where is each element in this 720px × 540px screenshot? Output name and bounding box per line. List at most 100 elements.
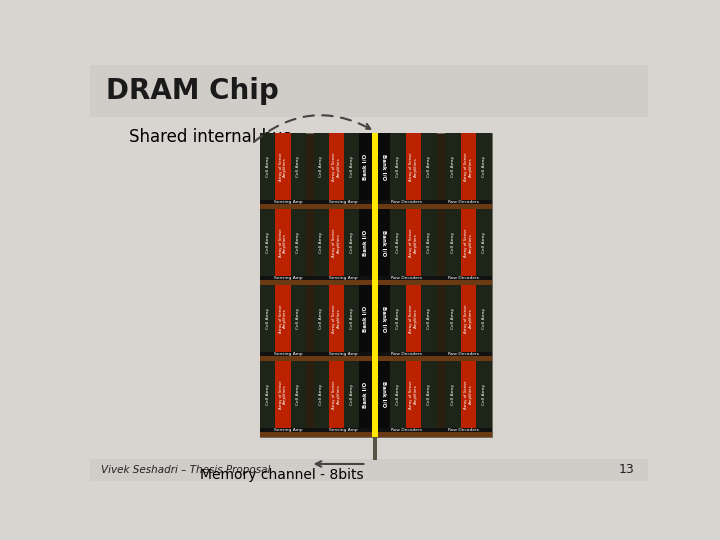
Bar [260,210,306,276]
Text: Row Decoders: Row Decoders [448,428,479,432]
Bar [260,133,306,200]
Text: Array of Sense
Amplifiers: Array of Sense Amplifiers [279,152,287,181]
Text: Row Decoders: Row Decoders [391,352,422,356]
Bar [314,285,329,352]
Bar [260,133,492,437]
Bar [329,361,344,428]
Bar [378,428,492,432]
Bar [90,65,648,117]
Bar [421,361,437,428]
Text: Cell Array: Cell Array [350,156,354,178]
Text: Bank I/O: Bank I/O [363,381,368,408]
Text: Cell Array: Cell Array [266,308,270,329]
Bar [390,210,406,276]
Bar [461,133,476,200]
Bar [390,133,437,200]
Text: Array of Sense
Amplifiers: Array of Sense Amplifiers [332,305,341,333]
Bar [445,133,461,200]
Text: Bank I/O: Bank I/O [382,381,387,408]
Bar [476,361,492,428]
Text: Cell Array: Cell Array [427,232,431,253]
Bar [476,285,492,352]
Bar [445,285,492,352]
Bar [378,276,492,280]
Text: Cell Array: Cell Array [482,156,486,178]
Text: Cell Array: Cell Array [482,308,486,329]
Bar [260,200,372,204]
Bar [291,285,306,352]
Bar [329,133,344,200]
Bar [378,200,492,204]
Text: Array of Sense
Amplifiers: Array of Sense Amplifiers [279,305,287,333]
Bar [359,361,372,428]
Text: Array of Sense
Amplifiers: Array of Sense Amplifiers [464,380,473,409]
Text: Row Decoders: Row Decoders [391,276,422,280]
Text: Cell Array: Cell Array [396,384,400,405]
Bar [344,210,359,276]
Bar [445,210,492,276]
Bar [421,210,437,276]
Text: Cell Array: Cell Array [427,156,431,178]
Bar [260,361,275,428]
Bar [390,285,406,352]
Text: Cell Array: Cell Array [350,384,354,405]
Text: Array of Sense
Amplifiers: Array of Sense Amplifiers [464,152,473,181]
Text: Cell Array: Cell Array [266,156,270,178]
Text: Cell Array: Cell Array [451,308,455,329]
Bar [275,285,291,352]
Text: Cell Array: Cell Array [296,232,300,253]
Text: Cell Array: Cell Array [427,308,431,329]
Bar [445,285,461,352]
Text: Cell Array: Cell Array [350,308,354,329]
Text: Row Decoders: Row Decoders [391,200,422,204]
Text: Sensing Amp: Sensing Amp [330,352,358,356]
Bar [260,428,372,432]
Text: Cell Array: Cell Array [350,232,354,253]
Bar [314,361,329,428]
Text: Cell Array: Cell Array [482,384,486,405]
Text: Array of Sense
Amplifiers: Array of Sense Amplifiers [332,228,341,257]
Text: Bank I/O: Bank I/O [363,154,368,180]
Bar [344,361,359,428]
Bar [445,361,492,428]
Text: Array of Sense
Amplifiers: Array of Sense Amplifiers [410,152,418,181]
Text: Array of Sense
Amplifiers: Array of Sense Amplifiers [332,152,341,181]
Text: Sensing Amp: Sensing Amp [330,428,358,432]
Bar [314,133,359,200]
Bar [378,352,492,356]
Bar [260,276,372,280]
Bar [90,459,648,481]
Text: Bank I/O: Bank I/O [382,230,387,256]
Text: Cell Array: Cell Array [482,232,486,253]
Bar [260,356,492,361]
Bar [421,133,437,200]
Bar [275,361,291,428]
Bar [344,285,359,352]
Bar [260,285,275,352]
Text: Cell Array: Cell Array [266,384,270,405]
Bar [260,133,275,200]
Bar [406,133,421,200]
Text: Cell Array: Cell Array [296,384,300,405]
Text: DRAM Chip: DRAM Chip [106,77,279,105]
Text: Sensing Amp: Sensing Amp [274,428,302,432]
Text: Cell Array: Cell Array [396,232,400,253]
Text: Cell Array: Cell Array [451,156,455,178]
Text: Bank I/O: Bank I/O [382,306,387,332]
Bar [260,285,306,352]
Bar [372,133,378,437]
Text: Array of Sense
Amplifiers: Array of Sense Amplifiers [332,380,341,409]
Text: Array of Sense
Amplifiers: Array of Sense Amplifiers [464,228,473,257]
Bar [344,133,359,200]
Bar [406,210,421,276]
Bar [275,210,291,276]
Text: Cell Array: Cell Array [451,232,455,253]
Text: Bank I/O: Bank I/O [382,154,387,180]
Text: Cell Array: Cell Array [266,232,270,253]
Bar [390,361,437,428]
Bar [314,285,359,352]
Text: Sensing Amp: Sensing Amp [274,352,302,356]
Bar [445,361,461,428]
Bar [329,210,344,276]
Bar [314,210,329,276]
